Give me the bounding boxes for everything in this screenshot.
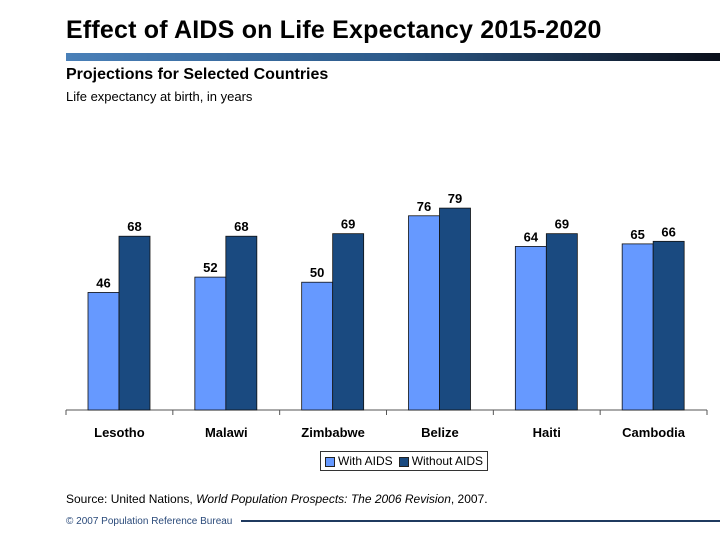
bar-with-aids (621, 243, 654, 411)
source-suffix: , 2007. (450, 492, 488, 506)
data-label: 50 (310, 265, 324, 280)
legend: With AIDS Without AIDS (320, 451, 489, 471)
footer-rule (241, 520, 720, 522)
title-rule (66, 53, 720, 61)
slide-title: Effect of AIDS on Life Expectancy 2015-2… (66, 16, 602, 44)
data-label: 64 (524, 229, 539, 244)
source-prefix: Source: United Nations, (66, 492, 197, 506)
data-label: 46 (96, 275, 110, 290)
legend-swatch (325, 456, 335, 467)
bar-without-aids (545, 233, 578, 411)
chart-subtitle: Projections for Selected Countries (66, 66, 329, 83)
data-label: 52 (203, 260, 217, 275)
source-note: Source: United Nations, World Population… (66, 492, 488, 506)
data-label: 69 (341, 217, 355, 232)
category-label: Cambodia (622, 425, 686, 440)
category-label: Malawi (205, 425, 248, 440)
data-label: 76 (417, 199, 431, 214)
bar-without-aids (652, 240, 685, 411)
data-label: 69 (555, 217, 569, 232)
category-label: Haiti (533, 425, 561, 440)
bar-without-aids (332, 233, 365, 411)
data-label: 66 (661, 224, 675, 239)
bar-without-aids (439, 207, 471, 411)
legend-item-without-aids: Without AIDS (398, 454, 484, 468)
data-label: 68 (127, 219, 141, 234)
bar-with-aids (194, 276, 227, 411)
legend-item-with-aids: With AIDS (325, 454, 393, 468)
bar-without-aids (225, 235, 258, 411)
unit-label: Life expectancy at birth, in years (66, 89, 253, 104)
legend-label: Without AIDS (411, 454, 484, 468)
bar-with-aids (87, 292, 120, 411)
data-label: 68 (234, 219, 248, 234)
bar-without-aids (118, 235, 151, 411)
bar-with-aids (514, 246, 547, 411)
source-title: World Population Prospects: The 2006 Rev… (196, 492, 451, 506)
category-label: Zimbabwe (301, 425, 365, 440)
copyright: © 2007 Population Reference Bureau (66, 516, 233, 527)
category-label: Belize (421, 425, 459, 440)
data-label: 65 (630, 227, 644, 242)
bar-with-aids (301, 281, 334, 411)
legend-swatch (398, 456, 409, 467)
category-label: Lesotho (94, 425, 145, 440)
data-label: 79 (448, 191, 462, 206)
bar-with-aids (408, 215, 440, 411)
legend-label: With AIDS (338, 454, 393, 468)
